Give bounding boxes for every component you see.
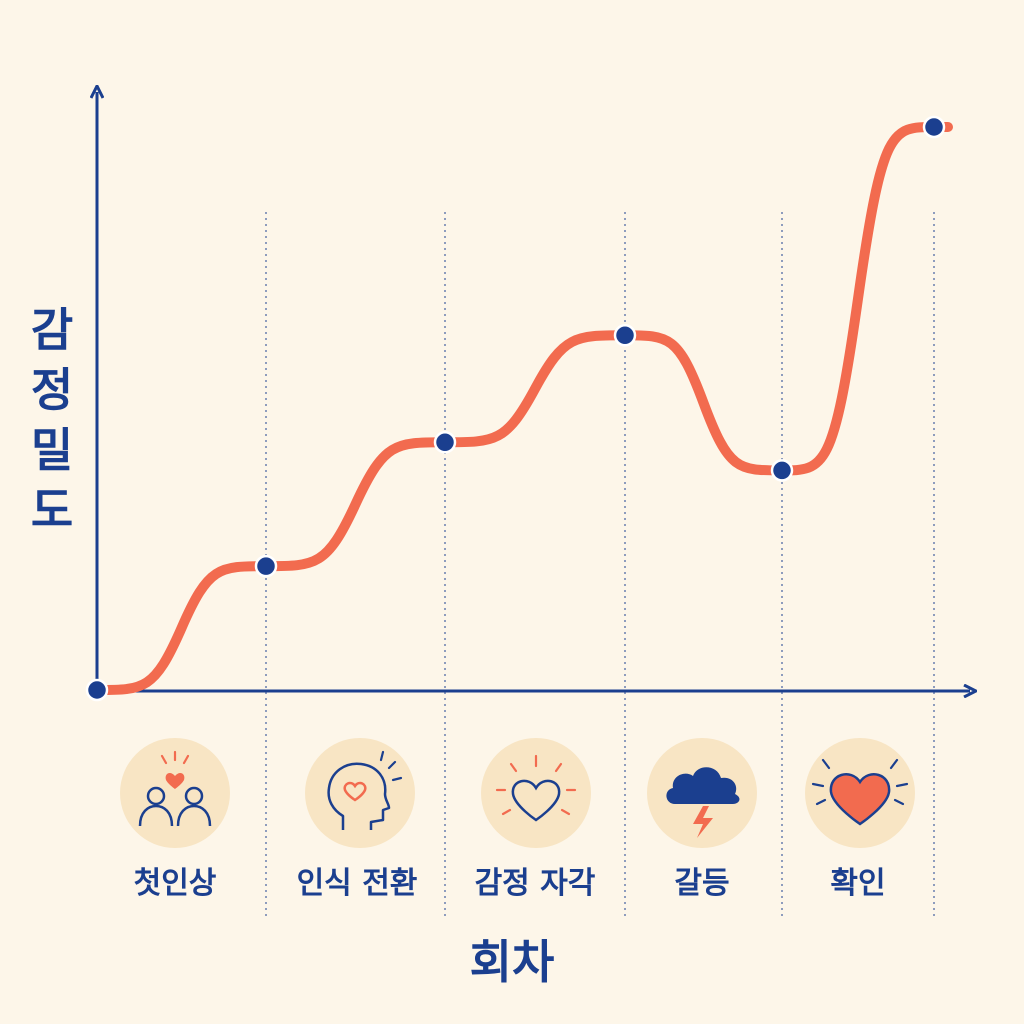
- shining-heart-icon: [805, 738, 915, 848]
- data-point-4: [770, 459, 794, 482]
- tick-label-perception-shift: 인식 전환: [296, 866, 418, 901]
- data-point-5: [922, 115, 946, 139]
- tick-label-first-impression: 첫인상: [133, 866, 217, 901]
- data-point-3: [613, 324, 637, 347]
- glowing-heart-icon: [481, 738, 591, 848]
- y-axis-label: 감정 밀도: [30, 303, 74, 537]
- tick-label-confirmation: 확인: [830, 866, 886, 901]
- two-people-heart-icon: [120, 738, 230, 848]
- storm-cloud-lightning-icon: [647, 738, 757, 848]
- data-point-2: [433, 431, 457, 454]
- x-axis-label: 회차: [469, 935, 555, 989]
- data-point-1: [254, 554, 278, 578]
- series-line: [92, 122, 953, 695]
- data-point-0: [85, 678, 109, 702]
- tick-label-conflict: 갈등: [674, 866, 730, 901]
- head-heart-icon: [305, 738, 415, 848]
- tick-label-emotion-awareness: 감정 자각: [474, 866, 596, 901]
